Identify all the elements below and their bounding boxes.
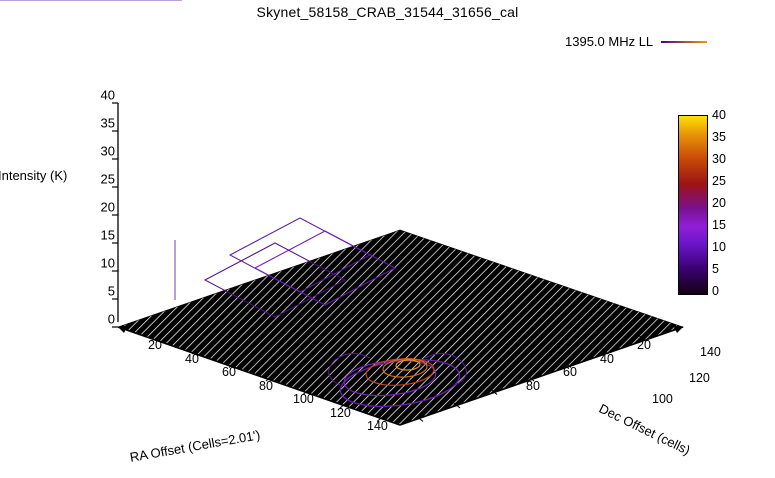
colorbar: 40 35 30 25 20 15 10 5 0 (678, 95, 768, 325)
x-tick-40: 40 (185, 352, 199, 366)
x-tick-20: 20 (148, 338, 162, 352)
chart-root: Skynet_58158_CRAB_31544_31656_cal 1395.0… (0, 0, 775, 478)
cbar-tick-15: 15 (712, 218, 726, 232)
z-axis-tickmarks (112, 103, 118, 327)
cbar-tick-40: 40 (712, 108, 726, 122)
y-tick-20: 20 (637, 338, 651, 352)
y-tick-100: 100 (652, 392, 673, 406)
x-tick-60: 60 (222, 365, 236, 379)
y-tick-120: 120 (689, 371, 710, 385)
x-tick-120: 120 (330, 406, 351, 420)
cbar-tick-10: 10 (712, 240, 726, 254)
cbar-tick-35: 35 (712, 130, 726, 144)
cbar-tick-0: 0 (712, 284, 719, 298)
cbar-tick-30: 30 (712, 152, 726, 166)
x-tick-140: 140 (367, 419, 388, 433)
plot-svg (0, 0, 775, 478)
y-tick-60: 60 (563, 365, 577, 379)
x-tick-80: 80 (259, 379, 273, 393)
cbar-tick-25: 25 (712, 174, 726, 188)
cbar-tick-20: 20 (712, 196, 726, 210)
y-tick-40: 40 (600, 352, 614, 366)
cbar-tick-5: 5 (712, 262, 719, 276)
colorbar-gradient (678, 115, 708, 295)
base-floor-mesh (118, 230, 683, 425)
x-tick-100: 100 (293, 392, 314, 406)
y-tick-140: 140 (700, 345, 721, 359)
y-tick-80: 80 (526, 379, 540, 393)
